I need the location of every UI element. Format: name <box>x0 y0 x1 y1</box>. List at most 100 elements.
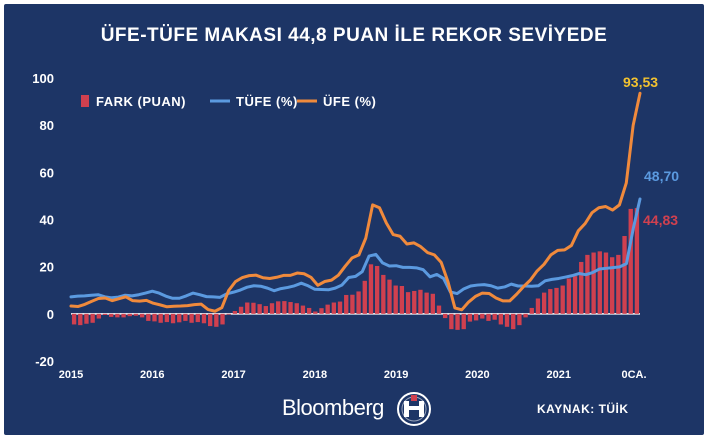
fark-bar <box>207 313 213 327</box>
fark-bar <box>430 293 435 314</box>
fark-bar <box>405 292 411 314</box>
x-tick-label: 0CA. <box>621 369 646 381</box>
fark-bar <box>541 292 547 314</box>
fark-bar <box>306 307 312 314</box>
fark-bar <box>511 313 516 330</box>
fark-bar <box>461 313 466 330</box>
fark-bar <box>418 289 423 314</box>
ht-logo-icon <box>397 392 431 426</box>
fark-bar <box>325 304 330 314</box>
legend: FARK (PUAN) TÜFE (%) ÜFE (%) <box>81 94 376 109</box>
fark-bar <box>331 302 337 314</box>
fark-bar <box>313 311 318 314</box>
fark-bar <box>628 208 633 314</box>
fark-bar <box>96 313 101 319</box>
fark-bar <box>263 306 268 314</box>
fark-bar <box>121 313 126 318</box>
fark-bar <box>603 252 609 314</box>
fark-end-label: 44,83 <box>643 212 678 228</box>
x-tick-label: 2015 <box>59 369 83 381</box>
y-tick-label: 60 <box>40 165 54 180</box>
fark-bar <box>288 302 293 314</box>
fark-bar <box>152 313 157 322</box>
ufe-line <box>69 91 642 313</box>
fark-bar <box>115 313 120 318</box>
fark-bar <box>467 313 473 322</box>
fark-bar <box>337 301 343 314</box>
fark-bar <box>245 302 250 314</box>
fark-bar <box>517 313 522 326</box>
legend-label-tufe: TÜFE (%) <box>236 94 298 109</box>
fark-bar <box>109 313 114 317</box>
x-tick-label: 2021 <box>546 369 570 381</box>
fark-bar <box>146 313 151 321</box>
fark-bar <box>133 313 139 316</box>
x-tick-label: 2018 <box>303 369 327 381</box>
y-tick-label: 20 <box>40 260 54 275</box>
fark-bar <box>486 313 491 321</box>
fark-bar <box>102 313 108 316</box>
fark-bar <box>276 301 281 314</box>
fark-bar <box>90 313 95 323</box>
fark-bar <box>368 264 374 314</box>
y-axis: 100 80 60 40 20 0 -20 <box>32 71 54 369</box>
fark-bar <box>424 292 429 314</box>
fark-bar <box>164 313 170 323</box>
fark-bar <box>257 304 262 314</box>
legend-swatch-fark <box>81 95 89 107</box>
x-tick-label: 2020 <box>465 369 489 381</box>
fark-bar <box>535 298 541 314</box>
fark-bar <box>523 313 528 318</box>
fark-bar <box>393 285 398 314</box>
fark-bar <box>356 291 361 314</box>
fark-bar <box>350 294 355 314</box>
y-tick-label: 40 <box>40 213 54 228</box>
fark-bar <box>84 313 89 324</box>
fark-bar <box>201 313 207 324</box>
fark-bar <box>610 257 615 314</box>
fark-bar <box>294 303 299 314</box>
fark-bar <box>238 306 244 314</box>
fark-bar <box>344 294 349 314</box>
fark-bar <box>220 313 225 325</box>
fark-bar <box>480 313 485 319</box>
fark-bar <box>362 280 367 314</box>
fark-bar <box>554 287 559 314</box>
fark-bar <box>579 261 584 314</box>
fark-bar <box>504 313 510 327</box>
source-label: KAYNAK: TÜİK <box>537 401 629 416</box>
legend-label-fark: FARK (PUAN) <box>96 94 186 109</box>
tufe-end-label: 48,70 <box>644 168 679 184</box>
fark-bar <box>319 308 324 314</box>
fark-bar <box>572 276 578 314</box>
y-tick-label: 100 <box>32 71 54 86</box>
fark-bar <box>449 313 454 330</box>
fark-bar <box>473 313 479 321</box>
fark-bar <box>214 313 219 327</box>
fark-bar <box>443 313 448 319</box>
fark-bar <box>177 313 182 323</box>
fark-bar <box>189 313 194 323</box>
fark-bar <box>585 254 590 314</box>
fark-bar <box>634 208 640 314</box>
fark-bar <box>381 274 386 314</box>
fark-bar <box>492 313 497 320</box>
ufe-end-label: 93,53 <box>623 74 658 90</box>
fark-bars <box>71 208 640 330</box>
fark-bar <box>282 301 287 314</box>
fark-bar <box>251 302 256 314</box>
fark-bar <box>158 313 163 323</box>
fark-bar <box>127 313 132 317</box>
chart-title: ÜFE-TÜFE MAKASI 44,8 PUAN İLE REKOR SEVİ… <box>101 25 608 46</box>
fark-bar <box>591 252 596 314</box>
y-tick-label: -20 <box>35 354 54 369</box>
tufe-line <box>69 197 642 300</box>
fark-bar <box>78 313 83 326</box>
fark-bar <box>300 305 306 314</box>
fark-bar <box>183 313 188 321</box>
fark-bar <box>71 313 77 325</box>
fark-bar <box>597 251 602 314</box>
x-tick-label: 2017 <box>221 369 245 381</box>
fark-bar <box>374 265 380 314</box>
